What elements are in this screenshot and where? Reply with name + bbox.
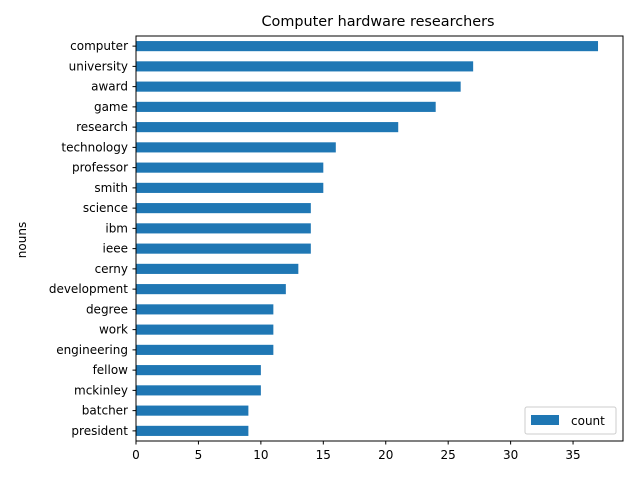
x-tick-label: 5 <box>195 448 203 462</box>
bar-fellow <box>136 365 261 376</box>
bar-engineering <box>136 344 274 355</box>
y-tick-label: degree <box>86 302 128 316</box>
x-tick-label: 35 <box>565 448 580 462</box>
bar-university <box>136 61 474 72</box>
bar-degree <box>136 304 274 315</box>
y-tick-label: president <box>71 424 128 438</box>
legend-swatch <box>531 415 559 425</box>
legend: count <box>524 406 617 435</box>
bar-award <box>136 81 461 92</box>
bar-professor <box>136 162 324 173</box>
bar-ieee <box>136 243 311 254</box>
y-tick-label: university <box>69 59 128 73</box>
x-tick-label: 0 <box>132 448 140 462</box>
bar-technology <box>136 142 336 153</box>
bar-game <box>136 101 436 112</box>
x-tick-label: 30 <box>503 448 518 462</box>
y-tick-label: ibm <box>105 221 128 235</box>
y-tick-label: professor <box>72 161 128 175</box>
y-tick-label: batcher <box>82 404 128 418</box>
bar-work <box>136 324 274 335</box>
y-tick-label: technology <box>61 140 128 154</box>
y-tick-label: game <box>94 100 128 114</box>
y-tick-label: science <box>83 201 128 215</box>
y-tick-label: mckinley <box>74 383 128 397</box>
x-tick-label: 15 <box>316 448 331 462</box>
y-axis-label: nouns <box>15 222 29 258</box>
x-tick-label: 10 <box>253 448 268 462</box>
bar-computer <box>136 41 599 52</box>
y-tick-label: ieee <box>103 242 128 256</box>
bar-research <box>136 122 399 133</box>
y-tick-label: research <box>76 120 128 134</box>
bar-mckinley <box>136 385 261 396</box>
legend-box <box>524 406 617 435</box>
bar-president <box>136 425 249 436</box>
y-tick-label: award <box>91 80 128 94</box>
legend-label: count <box>571 414 605 428</box>
bar-development <box>136 284 286 295</box>
x-tick-label: 25 <box>441 448 456 462</box>
x-tick-label: 20 <box>378 448 393 462</box>
bar-science <box>136 203 311 214</box>
y-tick-label: engineering <box>56 343 128 357</box>
y-ticks-group: computer university award game research techn… <box>49 39 136 438</box>
bar-cerny <box>136 263 299 274</box>
plot-frame <box>135 35 624 442</box>
bar-ibm <box>136 223 311 234</box>
y-tick-label: cerny <box>95 262 128 276</box>
y-tick-label: computer <box>70 39 128 53</box>
y-tick-label: smith <box>94 181 128 195</box>
chart-title: Computer hardware researchers <box>262 14 495 30</box>
bars-group <box>136 41 599 436</box>
y-tick-label: development <box>49 282 128 296</box>
y-tick-label: fellow <box>93 363 129 377</box>
bar-smith <box>136 182 324 193</box>
x-ticks-group: 0 5 10 15 20 25 30 35 <box>132 441 581 462</box>
bar-batcher <box>136 405 249 416</box>
y-tick-label: work <box>99 323 128 337</box>
